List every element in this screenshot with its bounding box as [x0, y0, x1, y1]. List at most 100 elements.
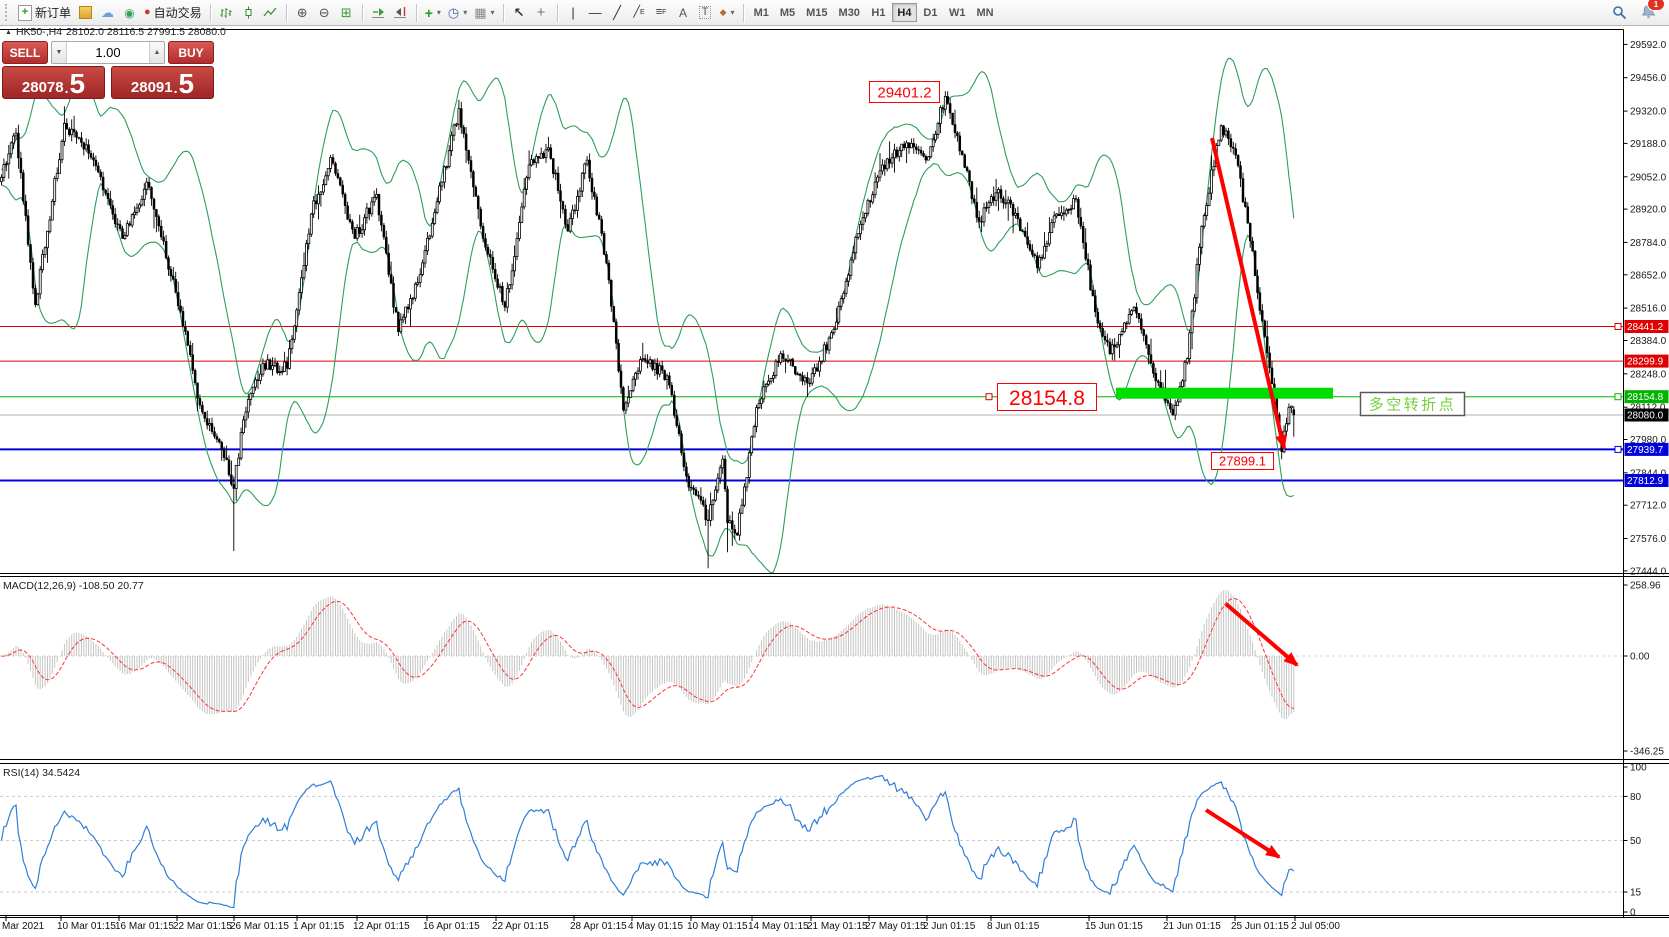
candlestick-chart-button[interactable]	[238, 2, 259, 23]
market-button[interactable]	[75, 2, 96, 23]
signals-button[interactable]: ◉	[119, 2, 140, 23]
svg-text:27980.0: 27980.0	[1630, 435, 1667, 446]
trendline-button[interactable]: ╱	[607, 2, 628, 23]
volume-stepper: ▼ ▲	[51, 41, 165, 64]
text-label-icon: T	[698, 6, 712, 19]
chart-shift-icon	[393, 7, 406, 18]
buy-price-tile[interactable]: 28091. 5	[111, 66, 214, 99]
macd-title: MACD(12,26,9) -108.50 20.77	[3, 580, 144, 592]
volume-decrease-button[interactable]: ▼	[52, 42, 67, 63]
annotations-layer: 29401.2 28154.8 27899.1 多空转折点	[869, 81, 1466, 859]
svg-text:0: 0	[1630, 908, 1636, 919]
cursor-button[interactable]: ↖	[509, 2, 530, 23]
zoom-in-button[interactable]: ⊕	[292, 2, 313, 23]
time-axis: Mar 2021 10 Mar 01:15 16 Mar 01:15 22 Mar 0…	[2, 915, 1340, 932]
tile-windows-button[interactable]: ⊞	[336, 2, 357, 23]
timeframe-group: M1 M5 M15 M30 H1 H4 D1 W1 MN	[749, 3, 999, 22]
volume-increase-button[interactable]: ▲	[149, 42, 164, 63]
trend-arrow-rsi[interactable]	[1204, 808, 1281, 859]
indicators-button[interactable]: + ▾	[422, 2, 444, 23]
toolbar-separator	[742, 3, 744, 22]
toolbar-separator	[502, 3, 504, 22]
level-label-box[interactable]	[997, 383, 1097, 411]
timeframe-h4[interactable]: H4	[891, 3, 917, 22]
timeframe-h1[interactable]: H1	[866, 3, 891, 22]
svg-text:29188.0: 29188.0	[1630, 139, 1667, 150]
buy-button[interactable]: BUY	[168, 41, 214, 64]
line-chart-button[interactable]	[260, 2, 281, 23]
svg-text:29592.0: 29592.0	[1630, 40, 1667, 51]
green-level-bar[interactable]	[1116, 387, 1333, 399]
vertical-line-button[interactable]: |	[563, 2, 584, 23]
zoom-out-icon: ⊖	[318, 5, 330, 20]
note-label: 多空转折点	[1369, 397, 1457, 414]
notification-badge: 1	[1647, 0, 1665, 11]
low-label-box[interactable]	[1211, 452, 1274, 470]
svg-text:28299.9: 28299.9	[1627, 357, 1664, 368]
autotrading-button[interactable]: ● 自动交易	[141, 2, 205, 23]
low-label: 27899.1	[1219, 454, 1266, 469]
bollinger-bands	[1, 57, 1295, 573]
auto-scroll-button[interactable]	[368, 2, 389, 23]
svg-text:28154.8: 28154.8	[1627, 392, 1664, 403]
text-button[interactable]: A	[673, 2, 694, 23]
timeframe-m1[interactable]: M1	[749, 3, 774, 22]
trend-arrow-macd[interactable]	[1224, 602, 1299, 667]
chart-shift-button[interactable]	[390, 2, 411, 23]
svg-text:22 Apr 01:15: 22 Apr 01:15	[492, 921, 549, 932]
bar-chart-button[interactable]	[216, 2, 237, 23]
periods-button[interactable]: ◷ ▾	[445, 2, 470, 23]
horizontal-line-button[interactable]: —	[585, 2, 606, 23]
svg-text:100: 100	[1630, 763, 1647, 774]
timeframe-m5[interactable]: M5	[775, 3, 800, 22]
rsi-title: RSI(14) 34.5424	[3, 767, 80, 779]
timeframe-mn[interactable]: MN	[971, 3, 998, 22]
equidistant-channel-button[interactable]: ╱ E	[629, 2, 650, 23]
sell-button[interactable]: SELL	[2, 41, 48, 64]
timeframe-m30[interactable]: M30	[834, 3, 865, 22]
sell-price-big: 5	[69, 68, 86, 100]
arrows-button[interactable]: ◆ ▾	[717, 2, 738, 23]
chevron-down-icon: ▾	[436, 8, 441, 17]
fibonacci-button[interactable]: ≡ F	[651, 2, 672, 23]
market-icon	[79, 6, 93, 19]
svg-text:29320.0: 29320.0	[1630, 107, 1667, 118]
trend-arrow-main[interactable]	[1210, 137, 1287, 451]
svg-text:28784.0: 28784.0	[1630, 238, 1667, 249]
svg-text:0.00: 0.00	[1630, 652, 1650, 663]
svg-text:4 May 01:15: 4 May 01:15	[628, 921, 683, 932]
autotrading-icon: ●	[144, 6, 151, 18]
autotrading-label: 自动交易	[153, 6, 202, 20]
community-button[interactable]: ☁	[97, 2, 118, 23]
bars-chart-icon	[220, 8, 232, 18]
timeframe-w1[interactable]: W1	[944, 3, 971, 22]
new-order-icon: +	[18, 4, 32, 21]
toolbar-grip[interactable]	[5, 4, 11, 21]
indicators-icon: +	[424, 4, 433, 21]
text-label-button[interactable]: T	[695, 2, 716, 23]
line-handles[interactable]	[985, 323, 1622, 453]
crosshair-icon: +	[536, 4, 546, 21]
svg-text:27444.0: 27444.0	[1630, 566, 1667, 577]
crosshair-button[interactable]: +	[531, 2, 552, 23]
zoom-in-icon: ⊕	[296, 5, 308, 20]
symbol-ohlc: 28102.0 28116.5 27991.5 28080.0	[66, 26, 226, 38]
search-button[interactable]	[1609, 2, 1630, 23]
volume-input[interactable]	[67, 42, 149, 63]
sell-price-tile[interactable]: 28078. 5	[2, 66, 105, 99]
svg-text:Mar 2021: Mar 2021	[2, 921, 45, 932]
new-order-button[interactable]: + 新订单	[15, 2, 74, 23]
svg-text:2 Jul 05:00: 2 Jul 05:00	[1291, 921, 1340, 932]
svg-text:25 Jun 01:15: 25 Jun 01:15	[1231, 921, 1289, 932]
svg-text:10 May 01:15: 10 May 01:15	[687, 921, 748, 932]
zoom-out-button[interactable]: ⊖	[314, 2, 335, 23]
templates-button[interactable]: ▦ ▾	[471, 2, 497, 23]
timeframe-d1[interactable]: D1	[918, 3, 943, 22]
line-chart-icon	[263, 7, 277, 17]
svg-text:27576.0: 27576.0	[1630, 534, 1667, 545]
peak-label-box[interactable]	[869, 81, 940, 103]
timeframe-m15[interactable]: M15	[801, 3, 832, 22]
note-label-box[interactable]	[1359, 391, 1466, 417]
price-axis: 29592.0 29456.0 29320.0 29188.0 29052.0 28920…	[1623, 40, 1667, 577]
